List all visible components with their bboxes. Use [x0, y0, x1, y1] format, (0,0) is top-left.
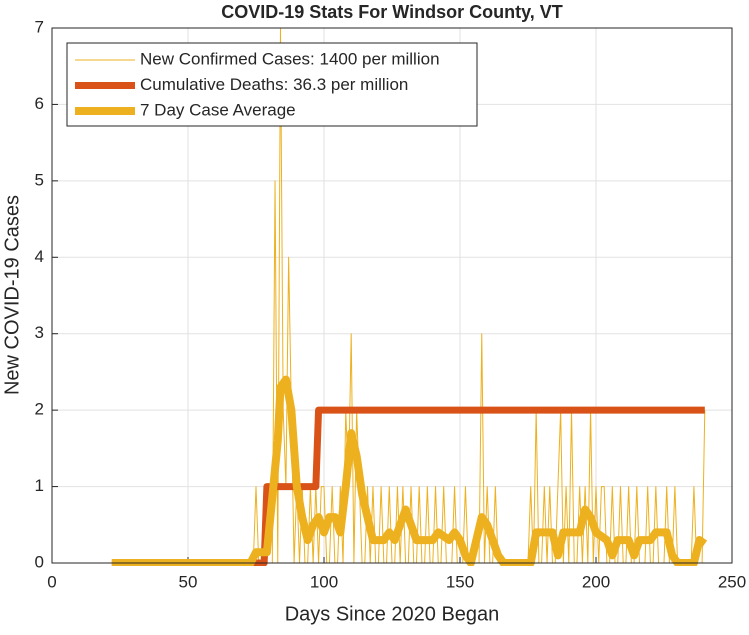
y-tick-label: 5 — [35, 170, 44, 189]
x-tick-label: 250 — [718, 572, 746, 591]
y-tick-label: 3 — [35, 323, 44, 342]
x-tick-label: 0 — [47, 572, 56, 591]
y-tick-label: 6 — [35, 94, 44, 113]
legend-label: Cumulative Deaths: 36.3 per million — [140, 75, 408, 94]
x-tick-label: 200 — [582, 572, 610, 591]
legend-box — [66, 42, 478, 127]
y-tick-label: 7 — [35, 17, 44, 36]
x-tick-label: 100 — [310, 572, 338, 591]
y-tick-label: 1 — [35, 476, 44, 495]
y-tick-label: 4 — [35, 247, 44, 266]
axes-box — [51, 27, 733, 564]
x-axis-label: Days Since 2020 Began — [285, 603, 500, 625]
y-axis-label: New COVID-19 Cases — [1, 195, 23, 395]
x-tick-label: 50 — [179, 572, 198, 591]
y-tick-label: 2 — [35, 400, 44, 419]
legend-label: New Confirmed Cases: 1400 per million — [140, 49, 440, 68]
legend-label: 7 Day Case Average — [140, 100, 296, 119]
y-tick-label: 0 — [35, 552, 44, 571]
x-tick-label: 150 — [446, 572, 474, 591]
series-line — [111, 375, 708, 566]
chart-title: COVID-19 Stats For Windsor County, VT — [221, 2, 563, 22]
